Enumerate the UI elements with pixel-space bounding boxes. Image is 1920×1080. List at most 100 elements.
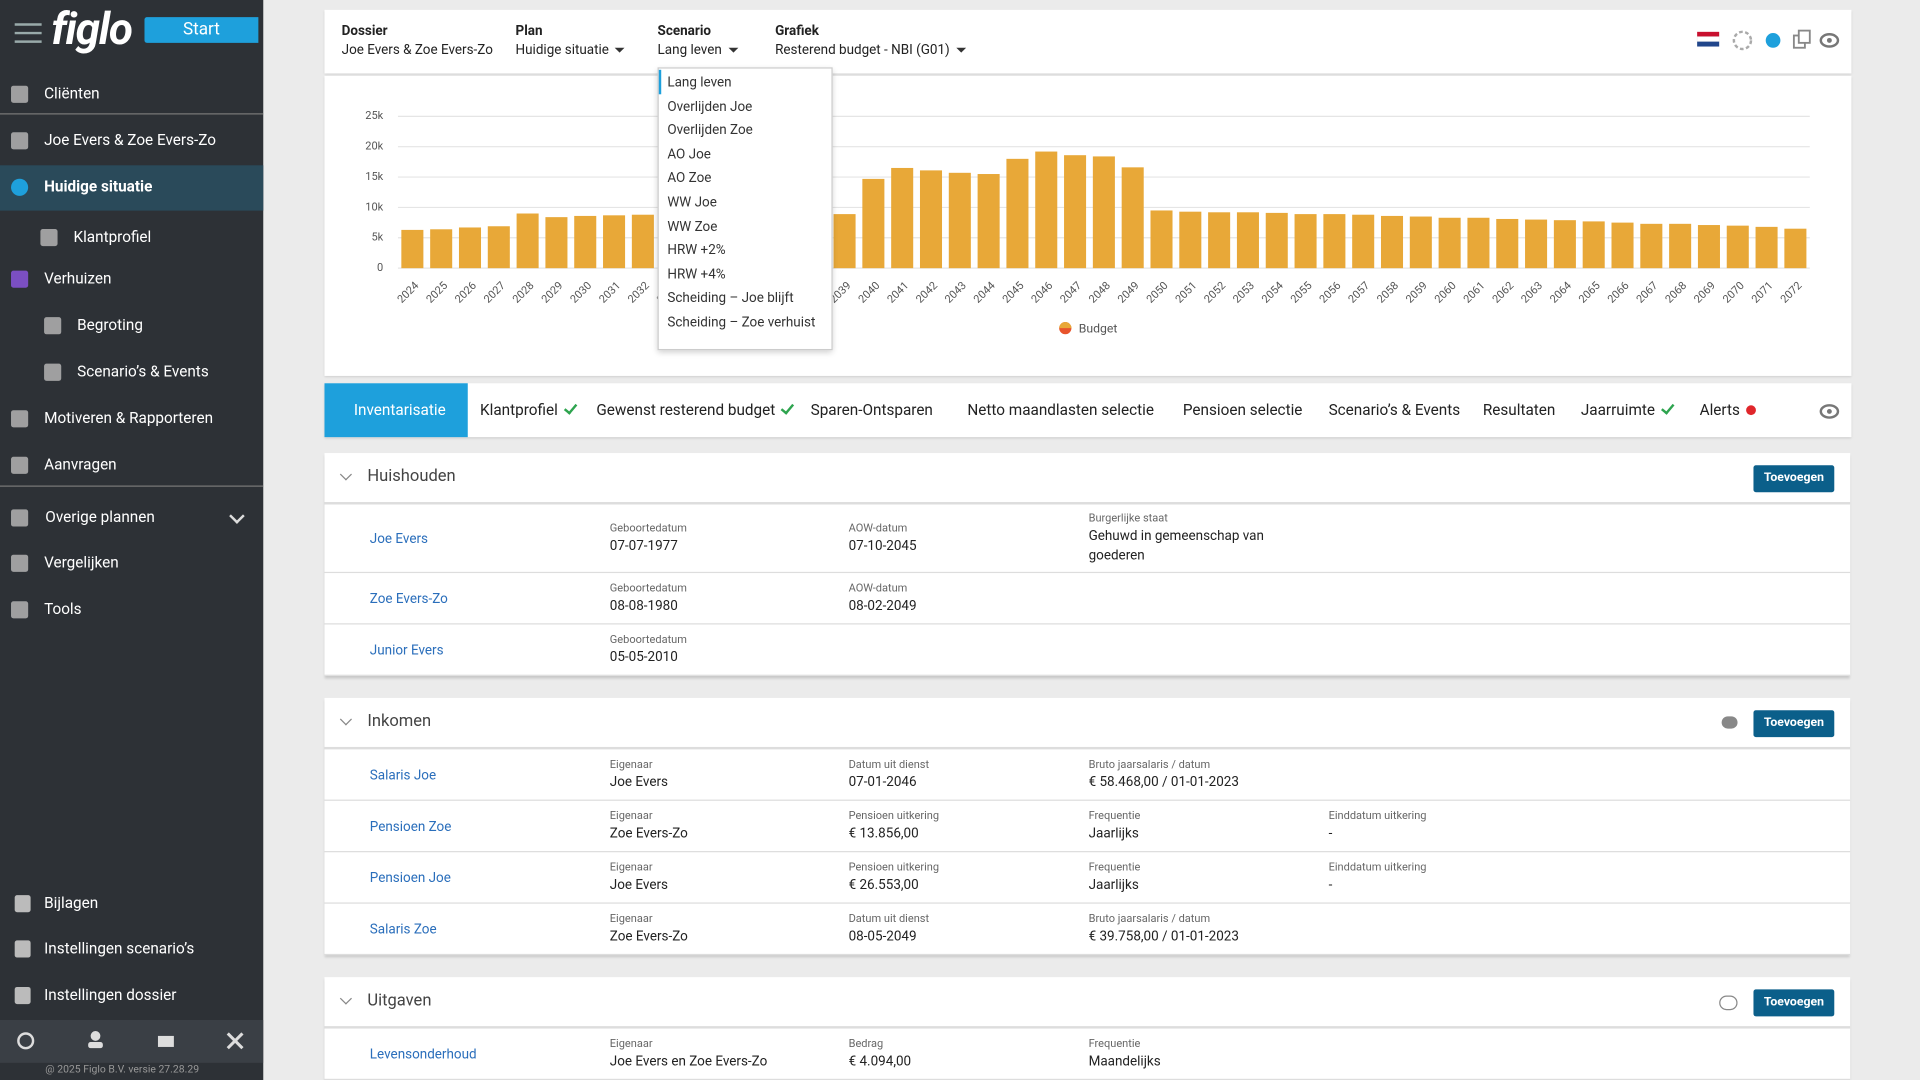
tab[interactable]: Gewenst resterend budget bbox=[596, 383, 795, 437]
chevron[interactable] bbox=[339, 992, 352, 1005]
menu-item[interactable]: Instellingen dossier bbox=[44, 986, 177, 1005]
x-tick-label: 2056 bbox=[1317, 279, 1344, 306]
active-marker bbox=[658, 69, 662, 95]
menu-item[interactable]: Verhuizen bbox=[44, 270, 112, 289]
menu-item[interactable]: Overige plannen bbox=[45, 508, 155, 528]
dropdown-item[interactable]: AO Zoe bbox=[667, 170, 712, 186]
field: Frequentie Maandelijks bbox=[1089, 1029, 1273, 1079]
bar bbox=[891, 167, 914, 269]
bar bbox=[1208, 212, 1231, 269]
bar bbox=[545, 217, 568, 269]
field-label: Eigenaar bbox=[609, 758, 653, 771]
comment-icon[interactable] bbox=[1721, 716, 1738, 729]
tab[interactable]: Jaarruimte bbox=[1581, 383, 1674, 437]
x-tick-label: 2052 bbox=[1201, 279, 1228, 306]
x-tick-label: 2069 bbox=[1691, 279, 1718, 306]
data-row: Levensonderhoud Eigenaar Joe Evers en Zoe … bbox=[324, 1029, 1851, 1080]
row-name[interactable]: Junior Evers bbox=[369, 641, 444, 658]
field-value: Resterend budget - NBI (G01) bbox=[775, 41, 950, 58]
menu-item[interactable]: Instellingen scenario’s bbox=[44, 939, 195, 959]
row-name[interactable]: Joe Evers bbox=[369, 530, 428, 547]
version: @ 2025 Figlo B.V. versie 27.28.29 bbox=[45, 1064, 200, 1077]
dropdown-item[interactable]: HRW +2% bbox=[667, 242, 726, 258]
field: Eigenaar Joe Evers en Zoe Evers-Zo bbox=[610, 1029, 794, 1079]
field-value: Zoe Evers-Zo bbox=[609, 927, 688, 944]
menu-item[interactable]: Scenario’s & Events bbox=[77, 363, 209, 382]
tab-label: Inventarisatie bbox=[353, 401, 446, 420]
field-value: - bbox=[1328, 876, 1333, 893]
field-label: Eigenaar bbox=[609, 861, 653, 874]
dropdown-item[interactable]: HRW +4% bbox=[667, 266, 726, 282]
row-name[interactable]: Salaris Zoe bbox=[369, 920, 437, 937]
tab[interactable]: Scenario’s & Events bbox=[1329, 383, 1461, 437]
menu-icon bbox=[14, 895, 31, 913]
row-name[interactable]: Zoe Evers-Zo bbox=[369, 590, 448, 607]
tab-label: Pensioen selectie bbox=[1182, 401, 1303, 420]
eye-icon[interactable] bbox=[1817, 402, 1841, 422]
row-name[interactable]: Salaris Joe bbox=[369, 766, 437, 783]
dropdown-item[interactable]: Overlijden Joe bbox=[667, 98, 753, 114]
x-tick-label: 2032 bbox=[625, 279, 652, 306]
bar bbox=[1784, 228, 1807, 269]
start-button[interactable]: Start bbox=[144, 17, 259, 43]
menu-item[interactable]: Huidige situatie bbox=[44, 178, 153, 197]
field: Datum uit dienst 08-05-2049 bbox=[849, 904, 1033, 954]
field-label: Dossier bbox=[341, 22, 388, 39]
field: Eigenaar Joe Evers bbox=[610, 749, 794, 799]
menu-item[interactable]: Tools bbox=[44, 600, 82, 619]
chevron[interactable] bbox=[339, 713, 352, 726]
bar bbox=[977, 174, 1000, 269]
tab[interactable]: Inventarisatie bbox=[354, 383, 446, 437]
section-title: Uitgaven bbox=[367, 990, 432, 1011]
field-value-wrap[interactable]: Lang leven bbox=[658, 42, 738, 58]
active-tab bbox=[324, 383, 468, 438]
dropdown-item[interactable]: Scheiding – Joe blijft bbox=[667, 290, 794, 306]
x-tick-label: 2049 bbox=[1115, 279, 1142, 306]
menu-item[interactable]: Klantprofiel bbox=[73, 228, 152, 247]
tabs: Inventarisatie Klantprofiel Gewenst rester… bbox=[0, 383, 1920, 438]
dropdown-item[interactable]: WW Joe bbox=[667, 194, 717, 211]
bar bbox=[1352, 214, 1375, 269]
x-tick-label: 2064 bbox=[1547, 279, 1574, 306]
section-header: Uitgaven Toevoegen bbox=[324, 977, 1851, 1029]
menu-item[interactable]: Joe Evers & Zoe Evers-Zo bbox=[44, 131, 216, 151]
menu-item[interactable]: Begroting bbox=[77, 316, 143, 335]
row-name[interactable]: Levensonderhoud bbox=[369, 1045, 477, 1062]
dropdown-item[interactable]: Lang leven bbox=[667, 74, 732, 91]
field-value: 05-05-2010 bbox=[609, 648, 678, 665]
dropdown-item[interactable]: WW Zoe bbox=[667, 218, 718, 234]
x-tick-label: 2046 bbox=[1029, 279, 1056, 306]
x-tick-label: 2057 bbox=[1346, 279, 1373, 306]
dropdown-item[interactable]: Overlijden Zoe bbox=[667, 122, 753, 138]
chevron[interactable] bbox=[339, 468, 352, 481]
x-tick-label: 2060 bbox=[1432, 279, 1459, 306]
menu-item[interactable]: Vergelijken bbox=[44, 554, 119, 573]
tab[interactable]: Sparen-Ontsparen bbox=[811, 383, 933, 437]
tab[interactable]: Klantprofiel bbox=[480, 383, 577, 437]
bar bbox=[1553, 220, 1576, 269]
row-name[interactable]: Pensioen Joe bbox=[369, 869, 451, 886]
menu-item[interactable]: Bijlagen bbox=[44, 894, 99, 913]
comment-icon[interactable] bbox=[1719, 995, 1738, 1011]
field-value-wrap[interactable]: Huidige situatie bbox=[516, 42, 625, 58]
tab[interactable]: Netto maandlasten selectie bbox=[967, 383, 1154, 437]
x-tick-label: 2063 bbox=[1518, 279, 1545, 306]
add-button[interactable]: Toevoegen bbox=[1753, 710, 1835, 738]
tab[interactable]: Alerts bbox=[1700, 383, 1756, 437]
bar bbox=[487, 226, 510, 269]
tab[interactable]: Pensioen selectie bbox=[1183, 383, 1303, 437]
tab[interactable]: Resultaten bbox=[1483, 383, 1556, 437]
field-value: Joe Evers bbox=[609, 876, 668, 893]
row-name[interactable]: Pensioen Zoe bbox=[369, 817, 452, 834]
field-value-wrap[interactable]: Resterend budget - NBI (G01) bbox=[775, 42, 966, 58]
field-label: AOW-datum bbox=[848, 582, 908, 595]
menu-item[interactable]: Aanvragen bbox=[44, 456, 117, 475]
add-button[interactable]: Toevoegen bbox=[1753, 465, 1835, 493]
dropdown-item[interactable]: AO Joe bbox=[667, 146, 711, 162]
dropdown-item[interactable]: Scheiding – Zoe verhuist bbox=[667, 314, 816, 331]
add-button[interactable]: Toevoegen bbox=[1753, 989, 1835, 1017]
menu-item[interactable]: Motiveren & Rapporteren bbox=[44, 409, 214, 428]
field-label: Bedrag bbox=[848, 1037, 884, 1051]
menu-item[interactable]: Cliënten bbox=[44, 85, 100, 104]
